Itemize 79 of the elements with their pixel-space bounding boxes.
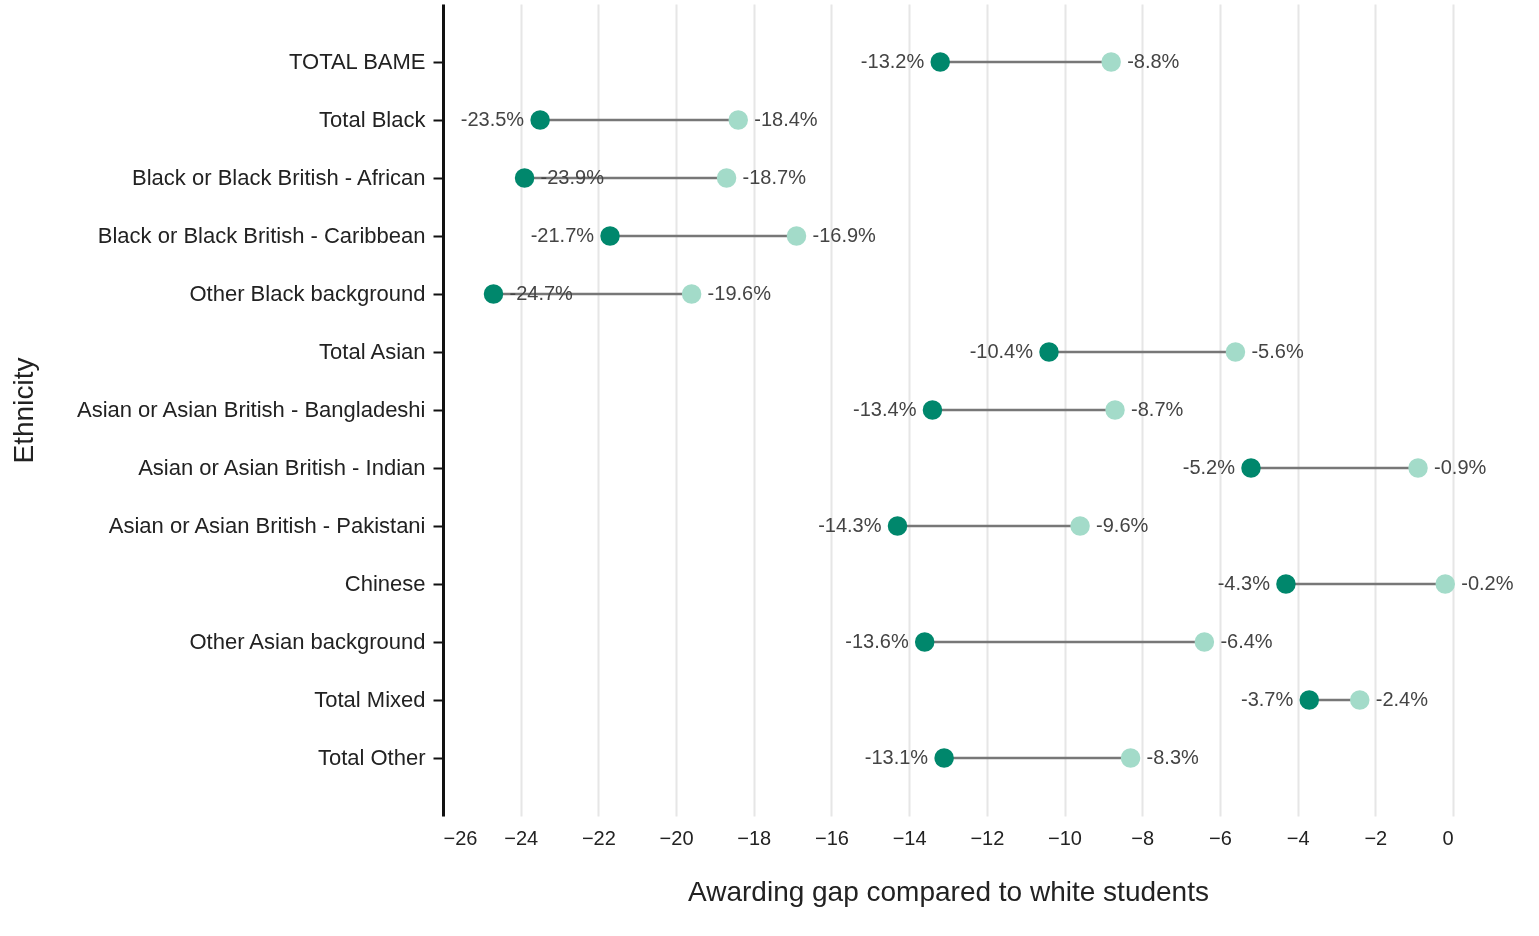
x-axis-title: Awarding gap compared to white students xyxy=(688,875,1209,907)
point xyxy=(1039,342,1059,362)
x-tick-label: −22 xyxy=(581,826,616,849)
point xyxy=(1225,342,1246,362)
point xyxy=(786,226,807,246)
data-label: -18.4% xyxy=(754,108,818,130)
data-label: -4.3% xyxy=(1217,572,1271,594)
data-label: -10.4% xyxy=(969,340,1034,362)
x-tick-label: −12 xyxy=(970,826,1005,849)
x-tick-label: −2 xyxy=(1364,826,1388,849)
point xyxy=(1350,690,1370,710)
x-tick-label: −8 xyxy=(1131,826,1155,849)
y-tick-label: Total Mixed xyxy=(314,687,426,712)
point xyxy=(1241,458,1261,478)
point xyxy=(887,516,908,536)
point xyxy=(1194,632,1215,652)
point xyxy=(600,226,620,246)
y-tick-label: Asian or Asian British - Bangladeshi xyxy=(76,397,426,422)
point xyxy=(483,284,504,304)
data-label: -8.3% xyxy=(1146,746,1200,768)
y-axis-title: Ethnicity xyxy=(7,357,39,464)
x-tick-label: −26 xyxy=(443,826,478,849)
data-label: -9.6% xyxy=(1096,514,1149,536)
y-tick-label: Total Black xyxy=(319,107,427,132)
data-label: -19.6% xyxy=(707,282,772,304)
x-tick-label: −18 xyxy=(737,826,772,849)
y-tick-label: Other Asian background xyxy=(189,629,426,654)
point xyxy=(930,52,950,72)
data-label: -0.2% xyxy=(1461,572,1514,594)
data-label: -2.4% xyxy=(1375,688,1429,710)
data-label: -5.6% xyxy=(1251,340,1304,362)
data-label: -23.5% xyxy=(460,108,525,130)
x-tick-label: −6 xyxy=(1209,826,1232,849)
point xyxy=(716,168,737,188)
x-tick-label: −10 xyxy=(1048,826,1083,849)
data-label: -5.2% xyxy=(1182,456,1236,478)
x-tick-label: 0 xyxy=(1442,826,1454,849)
x-tick-label: −24 xyxy=(504,826,539,849)
point xyxy=(728,110,748,130)
y-tick-label: Asian or Asian British - Pakistani xyxy=(108,513,426,538)
y-tick-label: Other Black background xyxy=(189,281,426,306)
x-tick-label: −4 xyxy=(1286,826,1310,849)
data-label: -13.6% xyxy=(845,630,909,652)
y-tick-label: Chinese xyxy=(344,571,426,596)
point xyxy=(1299,690,1320,710)
data-label: -13.1% xyxy=(864,746,929,768)
data-label: -16.9% xyxy=(812,224,877,246)
data-label: -8.7% xyxy=(1131,398,1184,420)
point xyxy=(1101,52,1121,72)
data-label: -8.8% xyxy=(1127,50,1180,72)
point xyxy=(1105,400,1125,420)
point xyxy=(514,168,535,188)
y-tick-label: Black or Black British - Caribbean xyxy=(97,223,426,248)
point xyxy=(922,400,943,420)
y-tick-label: Total Other xyxy=(317,745,426,770)
data-label: -14.3% xyxy=(818,514,882,536)
x-tick-label: −16 xyxy=(814,826,849,849)
data-label: -0.9% xyxy=(1434,456,1487,478)
data-label: -6.4% xyxy=(1220,630,1273,652)
y-tick-label: Black or Black British - African xyxy=(132,165,426,190)
point xyxy=(934,748,954,768)
point xyxy=(530,110,550,130)
data-label: -13.2% xyxy=(860,50,925,72)
y-tick-label: Total Asian xyxy=(319,339,426,364)
data-label: -21.7% xyxy=(530,224,595,246)
point xyxy=(1120,748,1141,768)
point xyxy=(1070,516,1090,536)
point xyxy=(1408,458,1428,478)
point xyxy=(681,284,702,304)
point xyxy=(914,632,935,652)
point xyxy=(1276,574,1296,594)
data-label: -3.7% xyxy=(1241,688,1294,710)
x-tick-label: −20 xyxy=(659,826,694,849)
y-tick-label: Asian or Asian British - Indian xyxy=(138,455,426,480)
y-tick-label: TOTAL BAME xyxy=(288,49,426,74)
x-tick-label: −14 xyxy=(892,826,927,849)
point xyxy=(1435,574,1455,594)
data-label: -18.7% xyxy=(742,166,807,188)
data-label: -13.4% xyxy=(853,398,917,420)
